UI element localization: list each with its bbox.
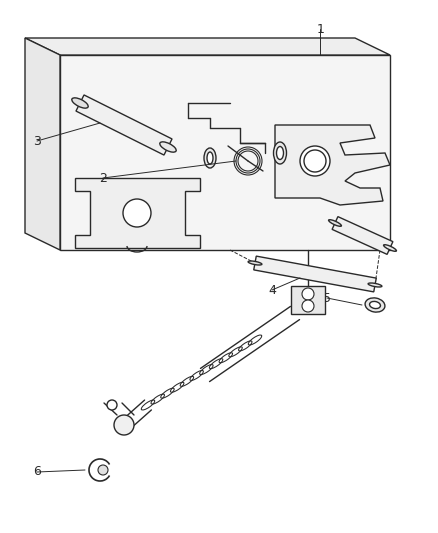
Text: 2: 2 [99,172,107,185]
Polygon shape [76,95,172,155]
Polygon shape [75,178,200,248]
Polygon shape [331,216,392,254]
Circle shape [98,465,108,475]
Text: 4: 4 [268,284,276,297]
Ellipse shape [328,220,341,227]
Ellipse shape [273,142,286,164]
Polygon shape [60,55,389,250]
Ellipse shape [383,245,396,251]
Ellipse shape [207,152,212,164]
Ellipse shape [367,283,381,287]
Circle shape [301,288,313,300]
Polygon shape [290,286,324,314]
Circle shape [114,415,134,435]
Circle shape [123,199,151,227]
Text: 1: 1 [316,23,324,36]
Circle shape [301,300,313,312]
Polygon shape [25,38,389,55]
Circle shape [107,400,117,410]
Text: 5: 5 [322,292,330,305]
Text: 3: 3 [33,135,41,148]
Polygon shape [274,125,389,205]
Ellipse shape [72,98,88,108]
Ellipse shape [369,302,380,309]
Ellipse shape [204,148,215,168]
Text: 6: 6 [33,465,41,478]
Polygon shape [253,256,375,292]
Ellipse shape [247,261,261,265]
Ellipse shape [159,142,176,152]
Polygon shape [25,38,60,250]
Ellipse shape [276,147,283,159]
Circle shape [299,146,329,176]
Ellipse shape [364,298,384,312]
